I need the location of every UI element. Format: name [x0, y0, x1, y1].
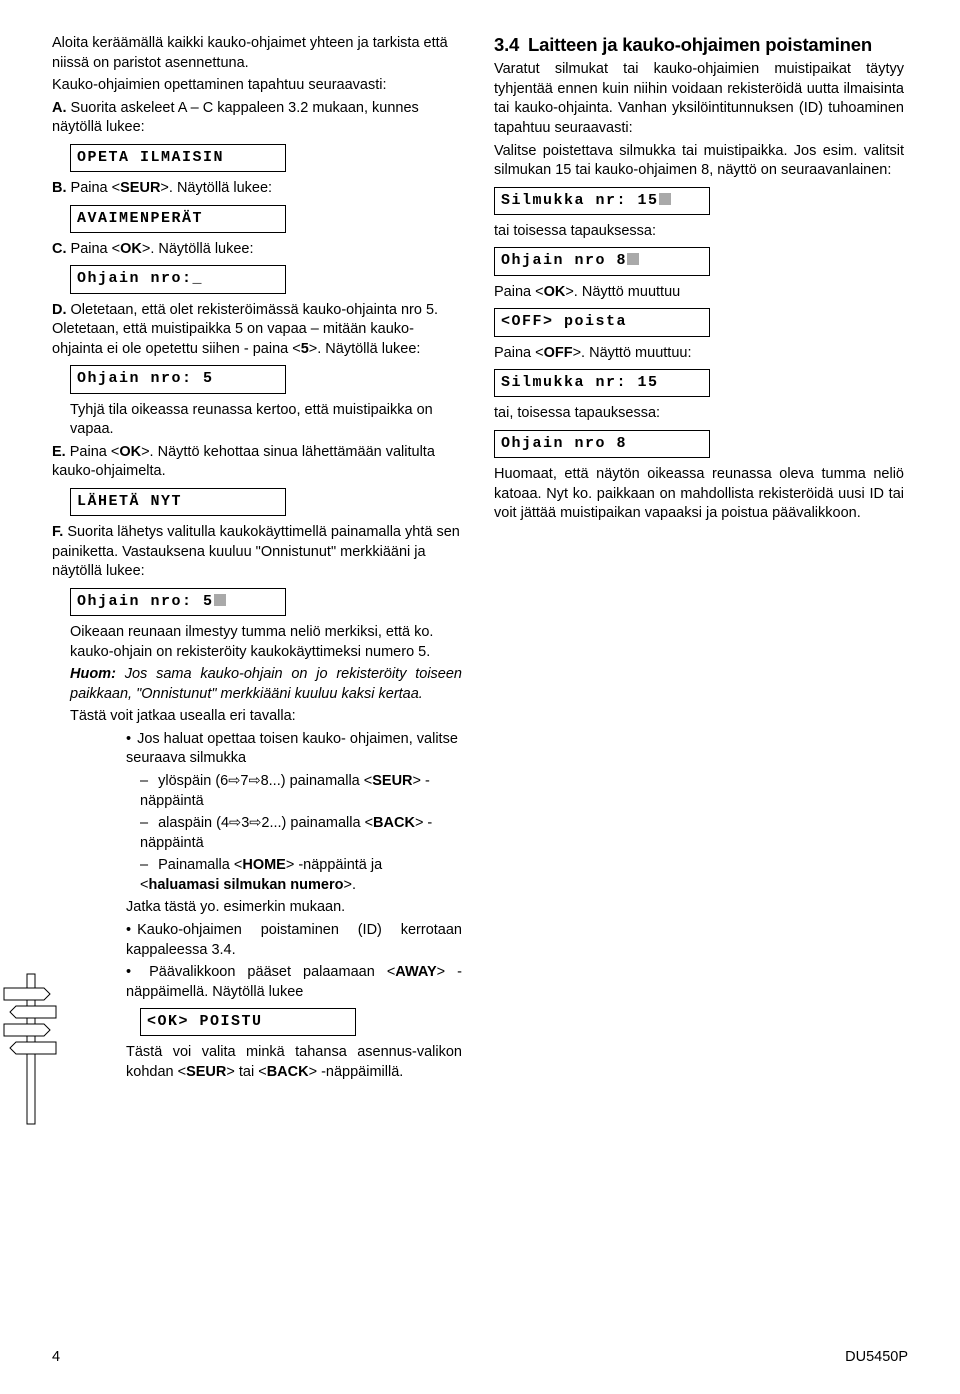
right-p4: Paina <OFF>. Näyttö muuttuu:: [494, 344, 904, 364]
bul3-pre: Päävalikkoon pääset palaamaan <: [149, 964, 395, 980]
step-c-text2: >. Näytöllä lukee:: [142, 241, 254, 257]
step-f: F. Suorita lähetys valitulla kaukokäytti…: [52, 523, 462, 582]
section-title: 3.4Laitteen ja kauko-ohjaimen poistamine…: [494, 34, 904, 55]
p4-end: >. Näyttö muuttuu:: [573, 345, 692, 361]
right-p1: Varatut silmukat tai kauko-ohjaimien mui…: [494, 60, 904, 138]
display-box-a: OPETA ILMAISIN: [70, 144, 286, 172]
p4-key: OFF: [544, 345, 573, 361]
dash1c-pre: Painamalla <: [158, 857, 242, 873]
dash1a-key: SEUR: [372, 773, 412, 789]
dash1b-text: alaspäin (4⇨3⇨2...) painamalla <: [158, 815, 373, 831]
huom-text: Jos sama kauko-ohjain on jo rekisteröity…: [70, 666, 462, 702]
bullet-3: Päävalikkoon pääset palaamaan <AWAY> -nä…: [126, 963, 462, 1002]
step-e-text1: Paina <: [70, 444, 120, 460]
step-c: C. Paina <OK>. Näytöllä lukee:: [52, 240, 462, 260]
section-num: 3.4: [494, 34, 528, 55]
final-left: Tästä voi valita minkä tahansa asennus-v…: [126, 1043, 462, 1082]
p3-key: OK: [544, 284, 566, 300]
step-f-text: Suorita lähetys valitulla kaukokäyttimel…: [52, 524, 460, 579]
display-box-f: Ohjain nro: 5: [70, 588, 286, 616]
display-box-c: Ohjain nro:_: [70, 265, 286, 293]
display-box-r3: <OFF> poista: [494, 308, 710, 336]
continue-text: Tästä voit jatkaa usealla eri tavalla:: [70, 707, 462, 727]
right-p3: Paina <OK>. Näyttö muuttuu: [494, 283, 904, 303]
step-d-key: 5: [301, 341, 309, 357]
dash-1a: ylöspäin (6⇨7⇨8...) painamalla <SEUR> -n…: [140, 772, 462, 811]
step-a: A. Suorita askeleet A – C kappaleen 3.2 …: [52, 99, 462, 138]
display-box-e: LÄHETÄ NYT: [70, 488, 286, 516]
after-f-text: Oikeaan reunaan ilmestyy tumma neliö mer…: [70, 623, 462, 662]
step-e-label: E.: [52, 444, 66, 460]
dark-square-icon: [627, 253, 639, 265]
right-column: 3.4Laitteen ja kauko-ohjaimen poistamine…: [494, 34, 904, 1086]
step-d-after: Tyhjä tila oikeassa reunassa kertoo, ett…: [70, 401, 462, 440]
display-box-d: Ohjain nro: 5: [70, 365, 286, 393]
left-column: Aloita keräämällä kaikki kauko-ohjaimet …: [52, 34, 462, 1086]
dark-square-icon: [659, 193, 671, 205]
step-d-text2: >. Näytöllä lukee:: [309, 341, 421, 357]
jatka-text: Jatka tästä yo. esimerkin mukaan.: [126, 898, 462, 918]
dash1a-text: ylöspäin (6⇨7⇨8...) painamalla <: [158, 773, 372, 789]
p3-pre: Paina <: [494, 284, 544, 300]
bullet-2: Kauko-ohjaimen poistaminen (ID) kerrotaa…: [126, 921, 462, 960]
page-number: 4: [52, 1348, 60, 1368]
display-box-r1: Silmukka nr: 15: [494, 187, 710, 215]
box-r1-text: Silmukka nr: 15: [501, 192, 659, 209]
dash1c-key: HOME: [242, 857, 286, 873]
step-a-label: A.: [52, 100, 67, 116]
dash1b-key: BACK: [373, 815, 415, 831]
step-b-text2: >. Näytöllä lukee:: [160, 180, 272, 196]
step-d-label: D.: [52, 302, 67, 318]
dash1c-end: >.: [343, 877, 356, 893]
final-k1: SEUR: [186, 1064, 226, 1080]
display-box-b: AVAIMENPERÄT: [70, 205, 286, 233]
dark-square-icon: [214, 594, 226, 606]
footer: 4 DU5450P: [52, 1348, 908, 1368]
step-c-label: C.: [52, 241, 67, 257]
display-box-r2: Ohjain nro 8: [494, 247, 710, 275]
bul3-key: AWAY: [395, 964, 436, 980]
huom-label: Huom:: [70, 666, 116, 682]
box-r2-text: Ohjain nro 8: [501, 252, 627, 269]
step-d: D. Oletetaan, että olet rekisteröimässä …: [52, 301, 462, 360]
indented-bullets: Jos haluat opettaa toisen kauko- ohjaime…: [126, 730, 462, 1083]
p3-end: >. Näyttö muuttuu: [565, 284, 680, 300]
final-k2: BACK: [267, 1064, 309, 1080]
doc-id: DU5450P: [845, 1348, 908, 1368]
intro-text-2: Kauko-ohjaimien opettaminen tapahtuu seu…: [52, 76, 462, 96]
section-title-text: Laitteen ja kauko-ohjaimen poistaminen: [528, 34, 872, 55]
step-a-text: Suorita askeleet A – C kappaleen 3.2 muk…: [52, 100, 419, 136]
step-f-label: F.: [52, 524, 63, 540]
step-b-key: SEUR: [120, 180, 160, 196]
right-final: Huomaat, että näytön oikeassa reunassa o…: [494, 465, 904, 524]
p4-pre: Paina <: [494, 345, 544, 361]
display-box-ok: <OK> POISTU: [140, 1008, 356, 1036]
tai-1: tai toisessa tapauksessa:: [494, 222, 904, 242]
right-p2: Valitse poistettava silmukka tai muistip…: [494, 142, 904, 181]
dash-1b: alaspäin (4⇨3⇨2...) painamalla <BACK> -n…: [140, 814, 462, 853]
step-c-key: OK: [120, 241, 142, 257]
step-b: B. Paina <SEUR>. Näytöllä lukee:: [52, 179, 462, 199]
step-b-label: B.: [52, 180, 67, 196]
display-box-r5: Ohjain nro 8: [494, 430, 710, 458]
tai-2: tai, toisessa tapauksessa:: [494, 404, 904, 424]
step-e-key: OK: [119, 444, 141, 460]
final-mid: > tai <: [226, 1064, 266, 1080]
signpost-icon: [2, 966, 58, 1136]
step-b-text1: Paina <: [71, 180, 121, 196]
final-end: > -näppäimillä.: [309, 1064, 404, 1080]
box-f-text: Ohjain nro: 5: [77, 593, 214, 610]
display-box-r4: Silmukka nr: 15: [494, 369, 710, 397]
step-e: E. Paina <OK>. Näyttö kehottaa sinua läh…: [52, 443, 462, 482]
dash-1c: Painamalla <HOME> -näppäintä ja <haluama…: [140, 856, 462, 895]
huom-note: Huom: Jos sama kauko-ohjain on jo rekist…: [70, 665, 462, 704]
bullet-1: Jos haluat opettaa toisen kauko- ohjaime…: [126, 730, 462, 769]
intro-text: Aloita keräämällä kaikki kauko-ohjaimet …: [52, 34, 462, 73]
dash1c-key2: haluamasi silmukan numero: [148, 877, 343, 893]
step-c-text1: Paina <: [71, 241, 121, 257]
